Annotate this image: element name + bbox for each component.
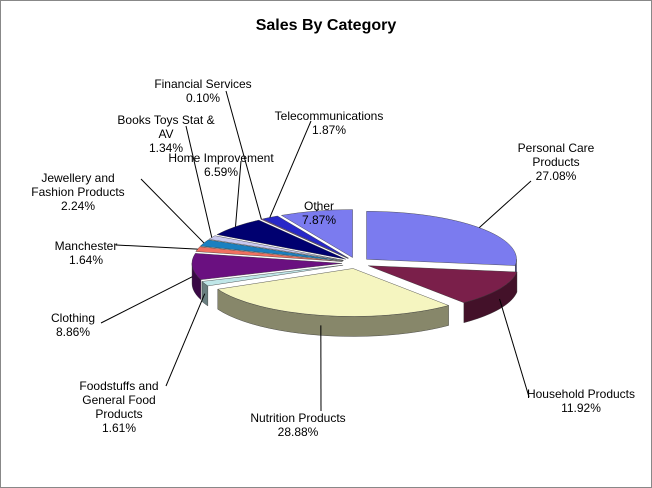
value-label: 1.87% [311,123,347,137]
category-label: Personal Care Products [517,141,595,169]
leader-line [140,178,205,244]
leader-line [315,208,320,212]
category-label: Foodstuffs and General Food Products [79,379,159,421]
data-label: Household Products 11.92% [506,387,651,415]
value-label: 8.86% [55,325,91,339]
data-label: Foodstuffs and General Food Products 1.61… [44,379,194,435]
category-label: Books Toys Stat & AV [117,113,215,141]
data-label: Home Improvement 6.59% [146,151,296,179]
data-label: Telecommunications 1.87% [254,109,404,137]
leader-line [100,276,193,324]
data-label: Nutrition Products 28.88% [223,411,373,439]
leader-line [269,120,312,218]
data-label: Jewellery and Fashion Products 2.24% [3,171,153,213]
leader-line [185,125,213,238]
data-label: Financial Services 0.10% [128,77,278,105]
slice [201,264,344,287]
value-label: 6.59% [203,165,239,179]
category-label: Jewellery and Fashion Products [31,171,125,199]
leader-line [115,244,198,250]
value-label: 28.88% [277,425,319,439]
data-label: Clothing 8.86% [1,311,148,339]
value-label: 1.34% [148,141,184,155]
data-label: Personal Care Products 27.08% [481,141,631,183]
data-label: Books Toys Stat & AV 1.34% [91,113,241,155]
leader-line [225,90,262,220]
data-label: Manchester 1.64% [11,239,161,267]
slice [216,219,346,260]
chart-title: Sales By Category [255,17,397,34]
value-label: 1.61% [101,421,137,435]
value-label: 7.87% [301,213,337,227]
slice [191,253,343,280]
data-label: Other 7.87% [244,199,394,227]
slice [217,268,450,317]
category-label: Other [303,199,334,213]
leader-line [478,180,532,229]
leader-line [235,160,242,227]
slice [208,235,344,261]
leader-line [165,293,206,387]
category-label: Financial Services [154,77,252,91]
leader-line [499,298,530,398]
value-label: 2.24% [60,199,96,213]
category-label: Household Products [526,387,636,401]
value-label: 11.92% [561,401,601,415]
category-label: Manchester [54,239,118,253]
category-label: Clothing [50,311,96,325]
category-label: Home Improvement [168,151,274,165]
slice [368,265,518,303]
value-label: 1.64% [68,253,104,267]
value-label: 0.10% [185,91,221,105]
category-label: Telecommunications [274,109,384,123]
value-label: 27.08% [535,169,577,183]
category-label: Nutrition Products [250,411,346,425]
